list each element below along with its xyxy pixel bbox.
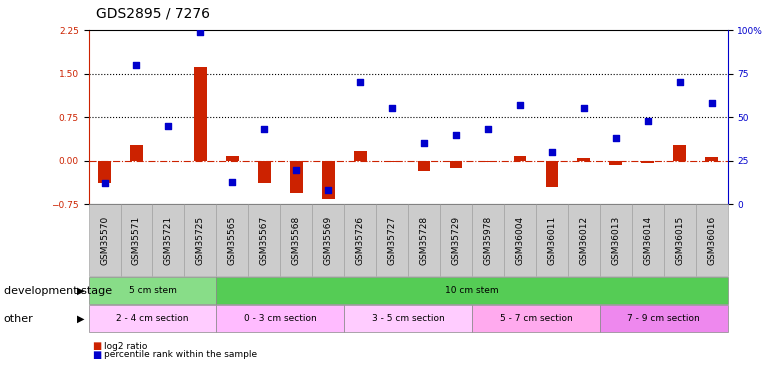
- Point: [162, 123, 175, 129]
- Bar: [194, 67, 207, 161]
- Bar: [609, 161, 622, 165]
- Text: GSM35567: GSM35567: [259, 215, 269, 265]
- Text: GSM35725: GSM35725: [196, 215, 205, 265]
- Point: [130, 62, 142, 68]
- Bar: [290, 161, 303, 193]
- Text: GSM36004: GSM36004: [515, 215, 524, 265]
- Bar: [481, 161, 494, 162]
- Text: GSM35568: GSM35568: [292, 215, 301, 265]
- Point: [418, 140, 430, 146]
- Bar: [514, 156, 527, 161]
- Text: 0 - 3 cm section: 0 - 3 cm section: [244, 314, 316, 323]
- Bar: [98, 161, 111, 183]
- Point: [705, 100, 718, 106]
- Text: development stage: development stage: [4, 286, 112, 296]
- Text: 7 - 9 cm section: 7 - 9 cm section: [628, 314, 700, 323]
- Text: GSM35569: GSM35569: [323, 215, 333, 265]
- Text: 5 - 7 cm section: 5 - 7 cm section: [500, 314, 572, 323]
- Text: GSM36011: GSM36011: [547, 215, 557, 265]
- Bar: [545, 161, 558, 187]
- Bar: [417, 161, 430, 171]
- Text: GSM36016: GSM36016: [707, 215, 716, 265]
- Bar: [386, 161, 399, 162]
- Text: 2 - 4 cm section: 2 - 4 cm section: [116, 314, 189, 323]
- Point: [322, 188, 334, 194]
- Text: GSM35726: GSM35726: [356, 215, 365, 265]
- Point: [578, 105, 590, 111]
- Text: GSM35721: GSM35721: [164, 215, 173, 265]
- Text: 3 - 5 cm section: 3 - 5 cm section: [372, 314, 444, 323]
- Point: [546, 149, 558, 155]
- Text: GSM36013: GSM36013: [611, 215, 621, 265]
- Point: [258, 126, 270, 132]
- Bar: [130, 144, 143, 161]
- Text: ▶: ▶: [77, 314, 85, 324]
- Bar: [322, 161, 335, 199]
- Bar: [673, 144, 686, 161]
- Text: percentile rank within the sample: percentile rank within the sample: [104, 350, 257, 359]
- Point: [450, 132, 462, 138]
- Bar: [226, 156, 239, 161]
- Bar: [450, 161, 463, 168]
- Text: GSM35729: GSM35729: [451, 215, 460, 265]
- Point: [354, 80, 367, 86]
- Point: [386, 105, 398, 111]
- Point: [99, 180, 111, 186]
- Text: GSM36015: GSM36015: [675, 215, 685, 265]
- Text: GSM35978: GSM35978: [484, 215, 493, 265]
- Point: [290, 166, 303, 172]
- Text: GSM35565: GSM35565: [228, 215, 237, 265]
- Point: [226, 179, 239, 185]
- Text: GSM35727: GSM35727: [387, 215, 397, 265]
- Text: GSM35570: GSM35570: [100, 215, 109, 265]
- Text: ■: ■: [92, 350, 102, 360]
- Text: ■: ■: [92, 341, 102, 351]
- Bar: [641, 161, 654, 163]
- Bar: [353, 152, 367, 161]
- Point: [610, 135, 622, 141]
- Text: GSM35728: GSM35728: [420, 215, 429, 265]
- Point: [194, 29, 206, 35]
- Point: [674, 80, 686, 86]
- Text: other: other: [4, 314, 34, 324]
- Point: [641, 118, 654, 124]
- Text: 5 cm stem: 5 cm stem: [129, 286, 176, 295]
- Text: GSM35571: GSM35571: [132, 215, 141, 265]
- Bar: [705, 157, 718, 161]
- Bar: [258, 161, 271, 183]
- Text: GSM36014: GSM36014: [643, 215, 652, 265]
- Text: log2 ratio: log2 ratio: [104, 342, 147, 351]
- Point: [482, 126, 494, 132]
- Bar: [578, 159, 591, 161]
- Text: GSM36012: GSM36012: [579, 215, 588, 265]
- Text: GDS2895 / 7276: GDS2895 / 7276: [96, 7, 210, 21]
- Text: 10 cm stem: 10 cm stem: [445, 286, 499, 295]
- Text: ▶: ▶: [77, 286, 85, 296]
- Point: [514, 102, 526, 108]
